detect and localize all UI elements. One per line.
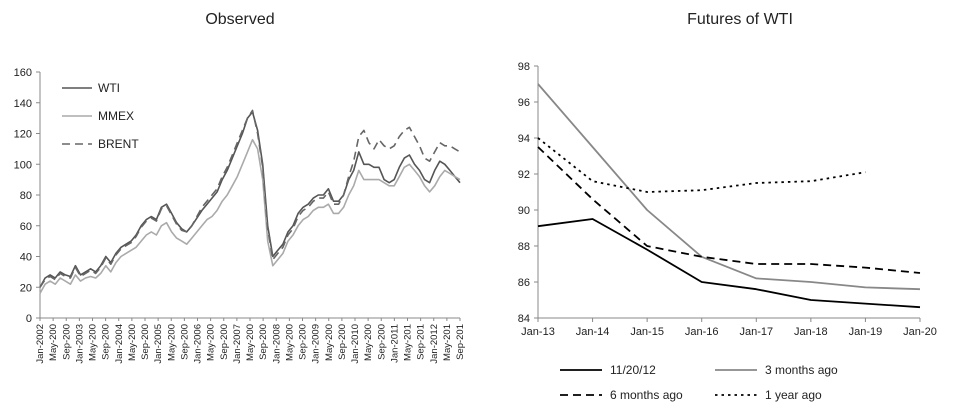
x-tick-label: Sep-200 [337, 324, 348, 360]
y-tick-label: 0 [26, 313, 32, 325]
y-tick-label: 80 [20, 190, 32, 202]
x-tick-label: Jan-2005 [153, 324, 164, 364]
y-tick-label: 100 [14, 159, 32, 171]
x-tick-label: Jan-19 [849, 326, 883, 338]
x-tick-label: Jan-2010 [350, 324, 361, 364]
x-tick-label: Jan-2011 [389, 324, 400, 363]
chart-title: Futures of WTI [687, 11, 793, 28]
x-tick-label: May-200 [88, 324, 99, 361]
x-tick-label: Sep-200 [101, 324, 112, 360]
x-tick-label: Sep-200 [298, 324, 309, 360]
legend-label-1: 3 months ago [765, 363, 838, 377]
x-tick-label: Jan-2009 [311, 324, 322, 364]
x-tick-label: Jan-2007 [232, 324, 243, 364]
x-tick-label: Sep-200 [140, 324, 151, 360]
y-tick-label: 20 [20, 282, 32, 294]
x-tick-label: Jan-16 [685, 326, 719, 338]
x-tick-label: May-200 [166, 324, 177, 361]
futures-chart: Futures of WTI 84 86 88 90 92 94 96 98 Jan-13 Jan-… [518, 11, 937, 402]
legend-label-3: 1 year ago [765, 388, 822, 402]
series-line-3 [537, 137, 866, 193]
x-tick-label: Jan-2006 [193, 324, 204, 364]
x-tick-label: May-200 [324, 324, 335, 361]
y-tick-label: 90 [518, 205, 530, 217]
x-tick-label: May-200 [245, 324, 256, 361]
x-tick-label: May-200 [127, 324, 138, 361]
legend-label-2: 6 months ago [610, 388, 683, 402]
series-line-1 [537, 83, 921, 291]
y-tick-label: 40 [20, 252, 32, 264]
y-tick-label: 98 [518, 61, 530, 73]
y-tick-label: 94 [518, 133, 530, 145]
x-tick-label: May-201 [403, 324, 414, 361]
legend-label-brent: BRENT [98, 137, 139, 151]
y-tick-label: 160 [14, 67, 32, 79]
legend-label-mmex: MMEX [98, 109, 134, 123]
x-tick-label: Sep-201 [416, 324, 427, 360]
y-tick-label: 60 [20, 221, 32, 233]
x-tick-label: Sep-201 [455, 324, 466, 360]
y-tick-label: 86 [518, 277, 530, 289]
x-tick-label: Jan-2012 [429, 324, 440, 364]
x-tick-label: Sep-200 [258, 324, 269, 360]
x-tick-label: Sep-200 [179, 324, 190, 360]
y-tick-label: 96 [518, 97, 530, 109]
x-tick-label: Jan-2008 [271, 324, 282, 364]
chart-title: Observed [205, 11, 274, 28]
x-tick-label: May-200 [206, 324, 217, 361]
series-line-2 [537, 146, 921, 274]
x-tick-label: Sep-200 [61, 324, 72, 360]
x-tick-label: Jan-2002 [35, 324, 46, 364]
x-tick-label: Jan-2003 [74, 324, 85, 364]
y-tick-label: 140 [14, 98, 32, 110]
x-tick-label: Jan-14 [576, 326, 610, 338]
series-line-mmex [39, 138, 461, 294]
x-tick-label: May-201 [442, 324, 453, 361]
legend-label-0: 11/20/12 [610, 363, 656, 377]
x-tick-label: May-200 [284, 324, 295, 361]
x-tick-label: Jan-17 [739, 326, 773, 338]
y-tick-label: 84 [518, 313, 530, 325]
y-tick-label: 120 [14, 129, 32, 141]
legend-label-wti: WTI [98, 81, 120, 95]
y-tick-label: 88 [518, 241, 530, 253]
x-tick-label: Jan-2004 [114, 324, 125, 364]
x-tick-label: Jan-20 [903, 326, 937, 338]
x-tick-label: Jan-15 [630, 326, 664, 338]
y-tick-label: 92 [518, 169, 530, 181]
x-tick-label: Sep-200 [219, 324, 230, 360]
x-tick-label: Jan-18 [794, 326, 828, 338]
series-line-brent [39, 109, 461, 288]
x-tick-label: Sep-200 [376, 324, 387, 360]
series-line-0 [537, 218, 921, 309]
series-line-wti [39, 111, 461, 288]
x-tick-label: May-200 [363, 324, 374, 361]
x-tick-label: Jan-13 [521, 326, 555, 338]
x-tick-label: May-200 [48, 324, 59, 361]
